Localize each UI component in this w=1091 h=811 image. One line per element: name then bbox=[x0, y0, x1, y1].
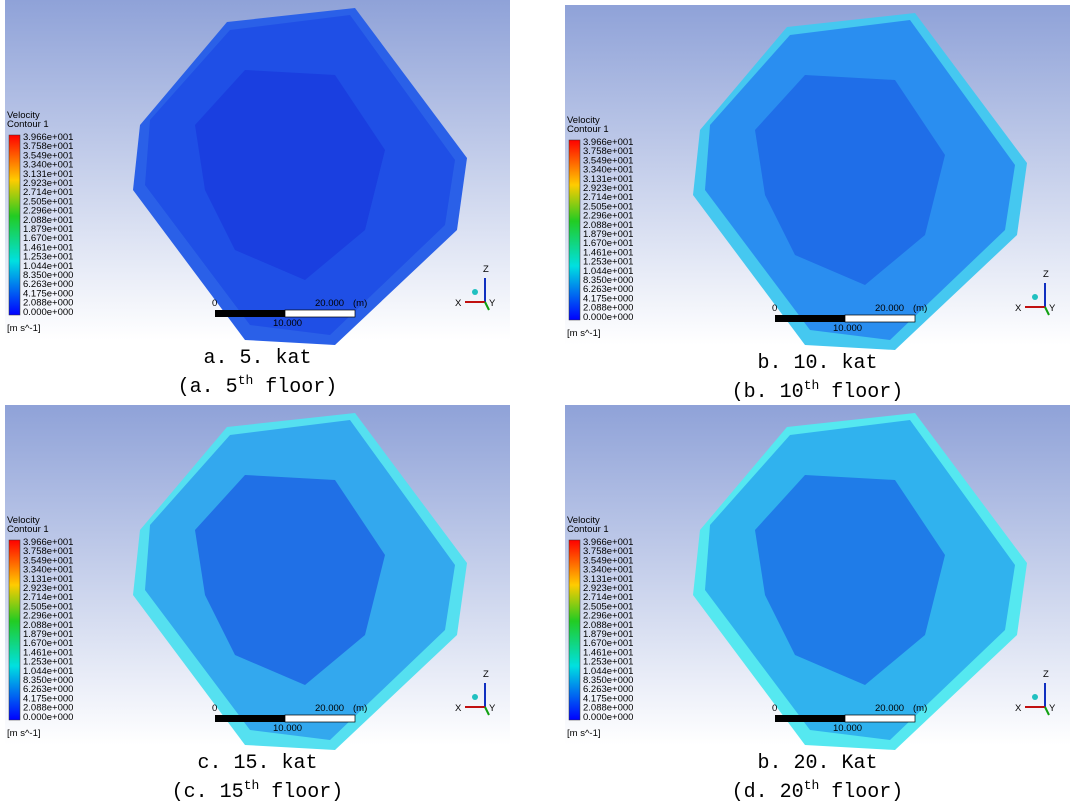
legend-unit: [m s^-1] bbox=[7, 728, 41, 739]
caption-suffix: floor) bbox=[819, 781, 903, 804]
triad-ball bbox=[1032, 294, 1038, 300]
scale-end: 20.000 bbox=[875, 703, 904, 714]
caption-sup: th bbox=[238, 373, 254, 388]
legend-label: 0.000e+000 bbox=[583, 312, 633, 323]
legend-unit: [m s^-1] bbox=[7, 323, 41, 334]
scale-mid: 10.000 bbox=[273, 318, 302, 329]
color-bar bbox=[569, 540, 580, 720]
color-bar bbox=[9, 540, 20, 720]
triad-ball bbox=[472, 694, 478, 700]
axis-z-label: Z bbox=[1043, 269, 1049, 280]
scale-mid: 10.000 bbox=[273, 723, 302, 734]
triad-ball bbox=[472, 289, 478, 295]
axis-x-label: X bbox=[1015, 303, 1022, 314]
caption-translation: (a. 5th floor) bbox=[178, 373, 338, 399]
legend-subtitle: Contour 1 bbox=[567, 524, 609, 535]
axis-y-label: Y bbox=[1049, 303, 1056, 314]
axis-y-label: Y bbox=[489, 703, 496, 714]
legend-label: 0.000e+000 bbox=[23, 712, 73, 723]
page: {"legend": {"title": "Velocity", "subtit… bbox=[0, 0, 1091, 811]
axis-x-label: X bbox=[455, 703, 462, 714]
color-bar bbox=[569, 140, 580, 320]
scale-start: 0 bbox=[772, 703, 777, 714]
axis-y-label: Y bbox=[1049, 703, 1056, 714]
caption: b. 20. Kat bbox=[757, 752, 877, 775]
legend-subtitle: Contour 1 bbox=[567, 124, 609, 135]
legend-label: 0.000e+000 bbox=[583, 712, 633, 723]
panel: VelocityContour 13.966e+0013.758e+0013.5… bbox=[565, 405, 1070, 804]
axis-z-label: Z bbox=[483, 264, 489, 275]
scale-start: 0 bbox=[772, 303, 777, 314]
scale-start: 0 bbox=[212, 703, 217, 714]
color-bar bbox=[9, 135, 20, 315]
axis-y-label: Y bbox=[489, 298, 496, 309]
legend-subtitle: Contour 1 bbox=[7, 524, 49, 535]
caption-prefix: (a. 5 bbox=[178, 376, 238, 399]
caption-prefix: (b. 10 bbox=[732, 381, 804, 404]
scale-mid: 10.000 bbox=[833, 723, 862, 734]
scale-bar-black bbox=[775, 315, 845, 322]
caption-translation: (d. 20th floor) bbox=[732, 778, 904, 804]
triad-ball bbox=[1032, 694, 1038, 700]
scale-bar-white bbox=[285, 310, 355, 317]
axis-x-label: X bbox=[455, 298, 462, 309]
scale-unit: (m) bbox=[353, 298, 367, 309]
legend-unit: [m s^-1] bbox=[567, 328, 601, 339]
scale-unit: (m) bbox=[353, 703, 367, 714]
caption-suffix: floor) bbox=[819, 381, 903, 404]
scale-bar-white bbox=[845, 715, 915, 722]
legend-subtitle: Contour 1 bbox=[7, 119, 49, 130]
axis-x-label: X bbox=[1015, 703, 1022, 714]
panel: VelocityContour 13.966e+0013.758e+0013.5… bbox=[5, 0, 510, 399]
scale-end: 20.000 bbox=[315, 298, 344, 309]
caption: c. 15. kat bbox=[197, 752, 317, 775]
scale-end: 20.000 bbox=[315, 703, 344, 714]
caption-translation: (b. 10th floor) bbox=[732, 378, 904, 404]
scale-bar-black bbox=[215, 310, 285, 317]
scale-bar-white bbox=[285, 715, 355, 722]
scale-start: 0 bbox=[212, 298, 217, 309]
scale-bar-white bbox=[845, 315, 915, 322]
caption-suffix: floor) bbox=[253, 376, 337, 399]
caption-prefix: (c. 15 bbox=[172, 781, 244, 804]
caption-prefix: (d. 20 bbox=[732, 781, 804, 804]
caption-translation: (c. 15th floor) bbox=[172, 778, 344, 804]
scale-bar-black bbox=[775, 715, 845, 722]
scale-unit: (m) bbox=[913, 303, 927, 314]
scale-mid: 10.000 bbox=[833, 323, 862, 334]
axis-z-label: Z bbox=[483, 669, 489, 680]
caption: b. 10. kat bbox=[757, 352, 877, 375]
caption-sup: th bbox=[804, 378, 820, 393]
caption-sup: th bbox=[804, 778, 820, 793]
caption-sup: th bbox=[244, 778, 260, 793]
caption: a. 5. kat bbox=[203, 347, 311, 370]
caption-suffix: floor) bbox=[259, 781, 343, 804]
axis-z-label: Z bbox=[1043, 669, 1049, 680]
legend-label: 0.000e+000 bbox=[23, 307, 73, 318]
scale-unit: (m) bbox=[913, 703, 927, 714]
legend-unit: [m s^-1] bbox=[567, 728, 601, 739]
scale-bar-black bbox=[215, 715, 285, 722]
figure: VelocityContour 13.966e+0013.758e+0013.5… bbox=[0, 0, 1091, 811]
scale-end: 20.000 bbox=[875, 303, 904, 314]
